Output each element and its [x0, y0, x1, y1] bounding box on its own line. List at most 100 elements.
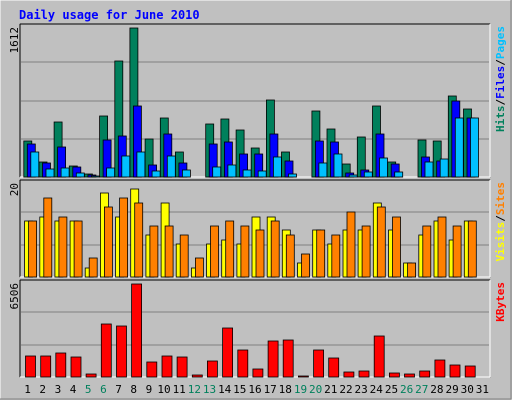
x-tick-label-day-5: 5 [85, 383, 92, 396]
bar-pages-day-14 [227, 164, 237, 178]
x-tick-label-day-10: 10 [157, 383, 170, 396]
x-tick-label-day-4: 4 [70, 383, 77, 396]
bar-pages-day-5 [91, 175, 100, 178]
x-tick-label-day-24: 24 [370, 383, 384, 396]
x-tick-label-day-26: 26 [400, 383, 413, 396]
legend-entry: / [494, 59, 507, 66]
x-tick-label-day-25: 25 [385, 383, 398, 396]
x-tick-label-day-13: 13 [203, 383, 216, 396]
bar-pages-day-2 [45, 168, 55, 178]
bar-sites-day-7 [119, 197, 128, 278]
bar-pages-day-11 [181, 169, 191, 178]
bar-kbytes-day-2 [40, 355, 52, 378]
bar-sites-day-5 [88, 257, 98, 278]
bar-kbytes-day-17 [267, 340, 279, 378]
bar-kbytes-day-19 [297, 375, 309, 378]
legend-entry: Sites [494, 182, 507, 215]
bar-sites-day-24 [376, 206, 386, 278]
x-tick-label-day-3: 3 [55, 383, 62, 396]
bar-sites-day-28 [437, 216, 447, 278]
bar-sites-day-9 [149, 225, 159, 278]
bar-sites-day-16 [255, 229, 265, 278]
x-tick-label-day-31: 31 [476, 383, 489, 396]
bar-kbytes-day-1 [25, 355, 36, 378]
bar-sites-day-10 [164, 225, 174, 278]
x-tick-label-day-28: 28 [430, 383, 443, 396]
x-tick-label-day-11: 11 [173, 383, 186, 396]
bar-kbytes-day-28 [434, 359, 446, 378]
bar-kbytes-day-7 [116, 325, 127, 378]
bar-kbytes-day-21 [328, 357, 340, 378]
bar-pages-day-15 [242, 169, 252, 178]
x-tick-label-day-1: 1 [24, 383, 31, 396]
legend-kbytes: KBytes [494, 282, 507, 322]
bar-kbytes-day-11 [176, 356, 188, 378]
bar-pages-day-21 [333, 153, 343, 178]
bar-sites-day-8 [134, 202, 144, 278]
bar-pages-day-9 [151, 170, 161, 178]
x-tick-label-day-18: 18 [279, 383, 292, 396]
bar-sites-day-11 [179, 234, 189, 278]
bar-sites-day-25 [392, 216, 401, 278]
x-tick-label-day-9: 9 [146, 383, 153, 396]
x-tick-label-day-12: 12 [188, 383, 201, 396]
bar-kbytes-day-24 [373, 335, 385, 378]
bar-kbytes-day-14 [222, 327, 234, 378]
legend-entry: Pages [494, 26, 507, 59]
x-tick-label-day-30: 30 [461, 383, 474, 396]
bar-kbytes-day-20 [313, 349, 325, 378]
bar-kbytes-day-26 [404, 373, 415, 378]
panel-visits-sites: 20 Visits/Sites [8, 179, 507, 278]
panel-kbytes: 6506 KBytes [8, 279, 507, 378]
y-axis-max-label: 1612 [8, 27, 21, 54]
x-tick-label-day-8: 8 [130, 383, 137, 396]
bar-sites-day-14 [225, 220, 235, 278]
bar-pages-day-24 [379, 157, 388, 178]
bar-sites-day-23 [361, 225, 371, 278]
bar-sites-day-4 [73, 220, 83, 278]
bar-kbytes-day-22 [343, 371, 355, 378]
bar-sites-day-6 [104, 206, 113, 278]
bar-kbytes-day-27 [419, 370, 431, 378]
x-tick-label-day-16: 16 [248, 383, 261, 396]
bar-pages-day-30 [470, 117, 479, 178]
y-axis-max-label: 6506 [8, 283, 21, 310]
bar-sites-day-2 [43, 197, 53, 278]
bar-sites-day-17 [270, 220, 280, 278]
x-tick-label-day-15: 15 [233, 383, 246, 396]
bar-pages-day-16 [257, 170, 267, 178]
bar-sites-day-21 [331, 234, 341, 278]
bar-pages-day-29 [454, 117, 464, 178]
x-tick-label-day-29: 29 [445, 383, 458, 396]
x-tick-label-day-21: 21 [324, 383, 337, 396]
bar-kbytes-day-23 [358, 370, 370, 378]
bar-kbytes-day-10 [161, 355, 173, 378]
x-tick-label-day-19: 19 [294, 383, 307, 396]
x-tick-label-day-17: 17 [264, 383, 277, 396]
bar-kbytes-day-30 [464, 365, 476, 378]
bar-kbytes-day-18 [282, 339, 294, 378]
bar-pages-day-17 [272, 156, 282, 178]
bar-kbytes-day-3 [55, 352, 67, 378]
bar-pages-day-25 [394, 171, 404, 178]
legend-entry: Visits [494, 222, 507, 262]
bar-kbytes-day-16 [252, 368, 264, 378]
bar-sites-day-13 [210, 225, 219, 278]
bar-pages-day-13 [212, 166, 222, 178]
bar-pages-day-8 [136, 151, 146, 178]
bar-pages-day-7 [121, 155, 131, 178]
bar-pages-day-6 [106, 167, 115, 178]
x-tick-label-day-6: 6 [100, 383, 107, 396]
x-tick-label-day-22: 22 [339, 383, 352, 396]
bar-pages-day-28 [439, 158, 449, 178]
bar-sites-day-19 [301, 253, 310, 278]
bar-sites-day-1 [28, 220, 38, 278]
bar-kbytes-day-6 [100, 323, 112, 378]
bar-kbytes-day-13 [206, 360, 218, 378]
bar-pages-day-20 [318, 162, 328, 178]
bar-sites-day-20 [316, 229, 326, 278]
